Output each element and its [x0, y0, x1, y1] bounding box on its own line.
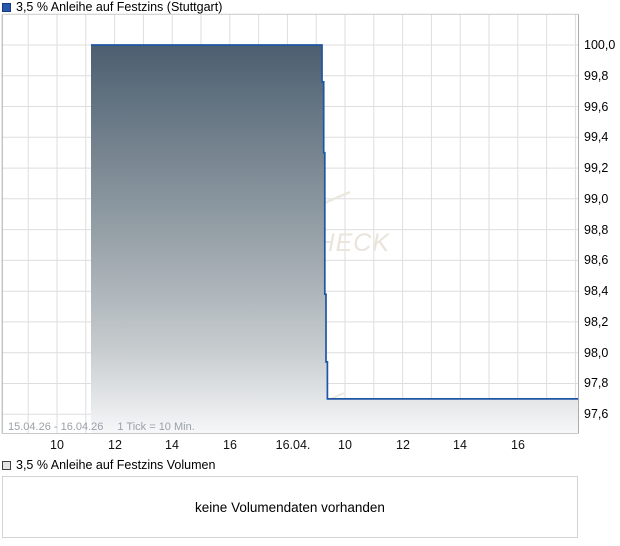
- y-axis-label: 98,4: [584, 284, 609, 298]
- x-axis-label: 16: [223, 438, 237, 452]
- y-axis-label: 99,6: [584, 100, 609, 114]
- price-chart-title: 3,5 % Anleihe auf Festzins (Stuttgart): [16, 0, 223, 14]
- date-range-label: 15.04.26 - 16.04.26: [8, 421, 104, 433]
- volume-panel: keine Volumendaten vorhanden: [2, 476, 578, 538]
- no-volume-data-message: keine Volumendaten vorhanden: [195, 499, 385, 515]
- volume-chart-title: 3,5 % Anleihe auf Festzins Volumen: [16, 458, 216, 472]
- x-axis-label: 16: [511, 438, 525, 452]
- price-area-fill: [91, 45, 579, 434]
- x-axis-label: 14: [453, 438, 467, 452]
- y-axis-label: 99,2: [584, 161, 609, 175]
- x-axis-label: 10: [338, 438, 352, 452]
- y-axis-label: 98,6: [584, 253, 609, 267]
- x-axis-label: 12: [108, 438, 122, 452]
- y-axis-label: 99,8: [584, 69, 609, 83]
- watermark-swoosh-icon: [321, 190, 351, 206]
- x-axis-label: 12: [396, 438, 410, 452]
- price-series-legend-icon: [2, 3, 11, 12]
- y-axis-label: 99,4: [584, 130, 609, 144]
- chart-footer-info: 15.04.26 - 16.04.26 1 Tick = 10 Min.: [8, 421, 209, 433]
- chart-borders: [1, 13, 579, 434]
- volume-chart-legend: 3,5 % Anleihe auf Festzins Volumen: [2, 459, 215, 472]
- volume-series-legend-icon: [2, 461, 11, 470]
- y-axis-label: 99,0: [584, 192, 609, 206]
- y-axis-label: 97,6: [584, 407, 609, 421]
- y-axis-label: 98,8: [584, 223, 609, 237]
- price-chart-legend: 3,5 % Anleihe auf Festzins (Stuttgart): [2, 1, 222, 14]
- x-axis-label: 10: [50, 438, 64, 452]
- y-axis-label: 98,2: [584, 315, 609, 329]
- price-line: [91, 44, 579, 400]
- y-axis-label: 97,8: [584, 376, 609, 390]
- x-axis-label: 14: [165, 438, 179, 452]
- y-axis-label: 100,0: [584, 38, 616, 52]
- y-axis-label: 98,0: [584, 346, 609, 360]
- x-axis-label: 16.04.: [275, 438, 311, 452]
- tick-interval-label: 1 Tick = 10 Min.: [117, 421, 195, 433]
